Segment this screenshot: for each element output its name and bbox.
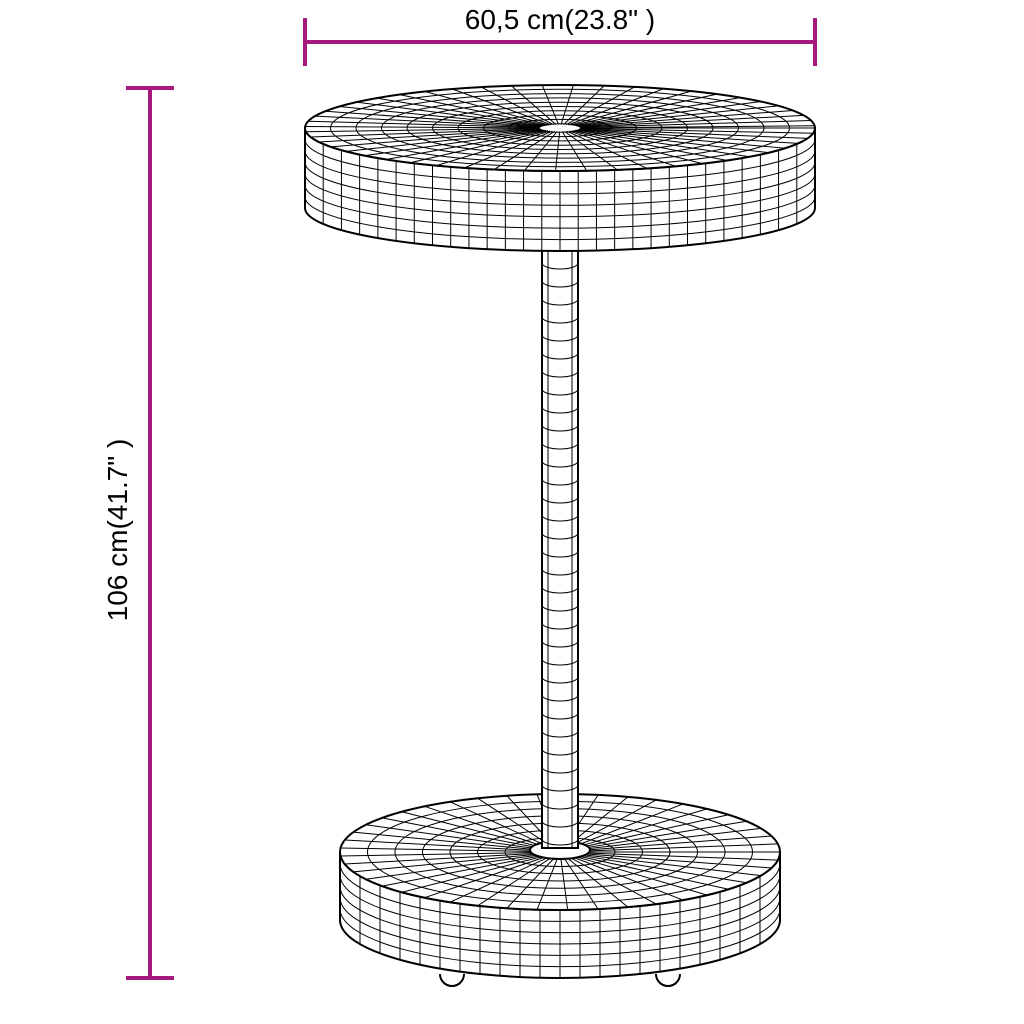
diagram-stage: 60,5 cm(23.8" ) 106 cm(41.7" ) — [0, 0, 1024, 1024]
width-dimension-label: 60,5 cm(23.8" ) — [465, 4, 655, 36]
height-dimension-label: 106 cm(41.7" ) — [102, 439, 134, 622]
table-line-drawing — [0, 0, 1024, 1024]
